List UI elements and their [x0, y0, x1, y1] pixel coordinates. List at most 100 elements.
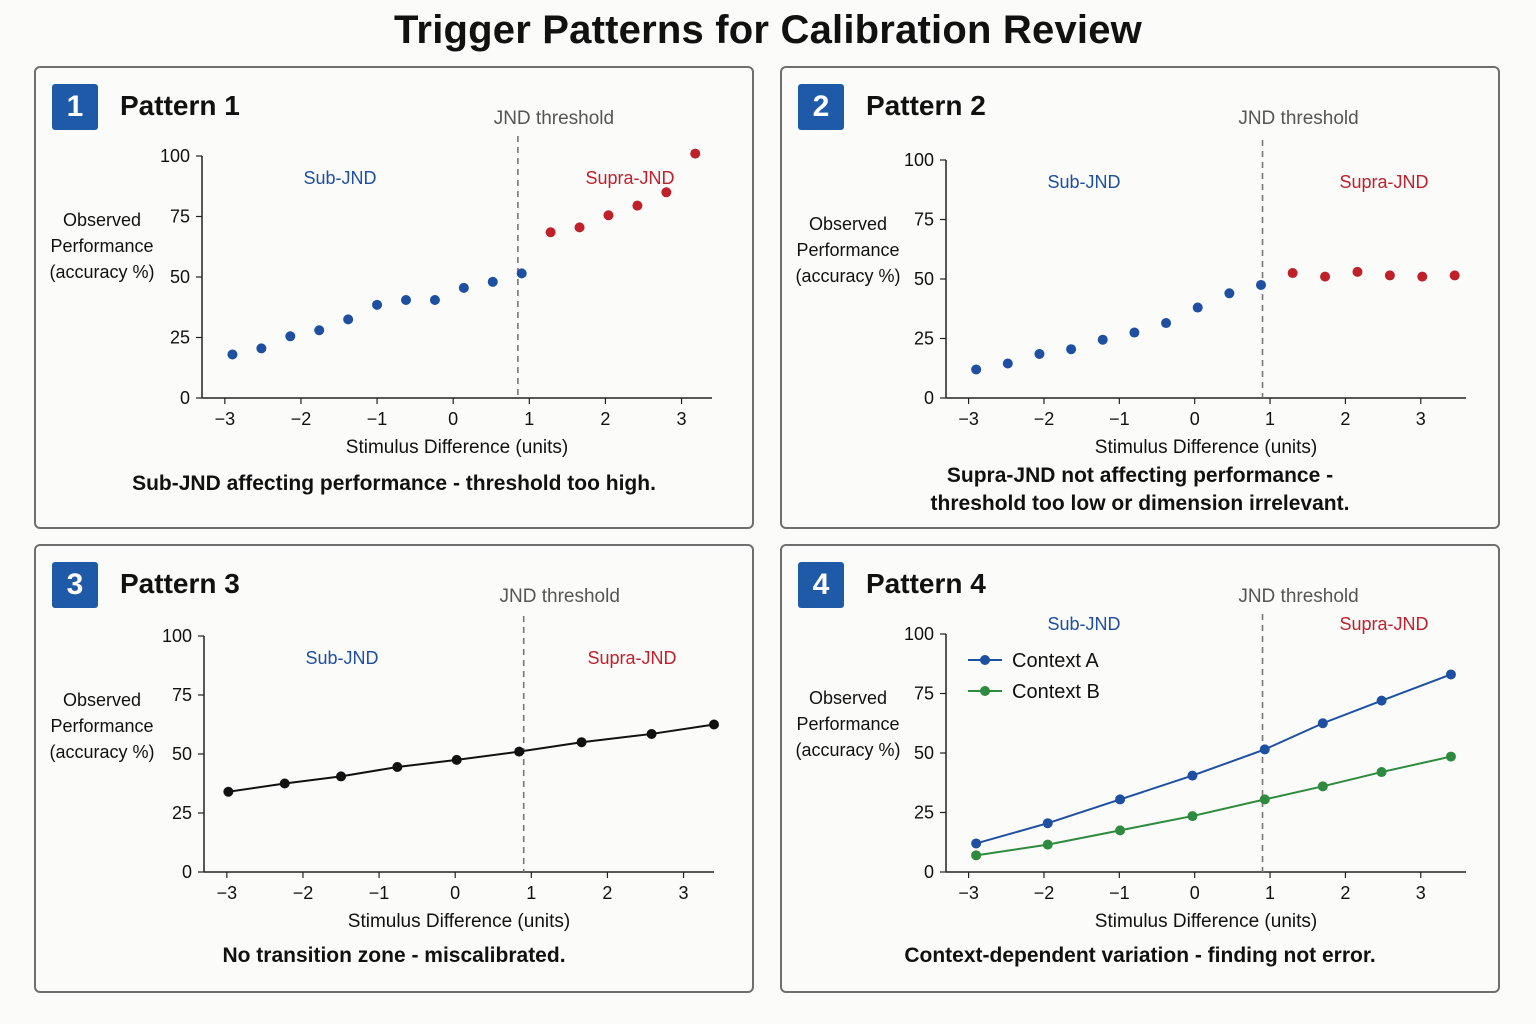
- y-tick-label: 0: [180, 388, 190, 408]
- x-tick-label: 0: [1190, 409, 1200, 429]
- x-tick-label: 3: [679, 883, 689, 903]
- panel-pattern-2: 2 Pattern 2 0 25 50 75 100 −3 −2 −1 0 1 2 3 Stimulus…: [780, 66, 1500, 529]
- panel-title: Pattern 2: [866, 90, 986, 121]
- y-tick-label: 50: [914, 743, 934, 763]
- data-point: [1384, 270, 1395, 281]
- y-axis-label: Observed: [809, 688, 887, 708]
- y-axis-label: Performance: [50, 716, 153, 736]
- data-point: [227, 349, 238, 360]
- data-point: [576, 737, 587, 748]
- data-point: [971, 838, 982, 849]
- y-axis-label: Observed: [63, 690, 141, 710]
- data-point: [1287, 268, 1298, 279]
- data-point: [1192, 302, 1203, 313]
- pattern-1-chart: 0 25 50 75 100 −3 −2 −1 0 1 2 3 Stimulus Difference …: [49, 108, 712, 458]
- panel-pattern-1: 1 Pattern 1 0 25 50 75 100 −3 −2 −1 0 1 2 3 Stimulus…: [34, 66, 754, 529]
- pattern-4-chart: 0 25 50 75 100 −3 −2 −1 0 1 2 3 Stimulus Difference …: [795, 586, 1466, 932]
- x-tick-label: −2: [1034, 883, 1055, 903]
- data-point: [1352, 266, 1363, 277]
- x-tick-label: −2: [293, 883, 314, 903]
- x-tick-label: 0: [450, 883, 460, 903]
- x-axis-label: Stimulus Difference (units): [346, 437, 568, 458]
- y-tick-label: 100: [160, 146, 190, 166]
- data-point: [1259, 794, 1270, 805]
- data-point: [429, 294, 440, 305]
- data-point: [690, 148, 701, 159]
- y-tick-label: 0: [924, 862, 934, 882]
- caption-line: Supra-JND not affecting performance -: [946, 464, 1334, 487]
- panel-title: Pattern 3: [120, 568, 240, 599]
- data-point: [1129, 327, 1140, 338]
- x-tick-label: 2: [602, 883, 612, 903]
- data-point: [279, 778, 290, 789]
- x-axis-label: Stimulus Difference (units): [1095, 911, 1317, 932]
- legend-label: Context B: [1012, 681, 1100, 703]
- data-point: [1097, 334, 1108, 345]
- data-point: [1034, 348, 1045, 359]
- data-point: [1187, 770, 1198, 781]
- y-tick-label: 50: [914, 269, 934, 289]
- panel-pattern-3: 3 Pattern 3 0 25 50 75 100 −3 −2 −1 0 1 2 3 Stimulus…: [34, 544, 754, 993]
- x-tick-label: −3: [215, 409, 236, 429]
- x-tick-label: −1: [1109, 409, 1130, 429]
- panel-number-badge: 1: [52, 84, 98, 130]
- panel-number-badge: 2: [798, 84, 844, 130]
- x-tick-label: 1: [524, 409, 534, 429]
- x-tick-label: 3: [1416, 883, 1426, 903]
- data-point: [1042, 839, 1053, 850]
- sub-jnd-label: Sub-JND: [303, 168, 376, 188]
- x-tick-label: 2: [1340, 883, 1350, 903]
- data-point: [1376, 695, 1387, 706]
- data-point: [574, 222, 585, 233]
- data-point: [1445, 751, 1456, 762]
- data-point: [646, 728, 657, 739]
- caption-line: Sub-JND affecting performance - threshol…: [132, 472, 656, 495]
- series-line: [228, 723, 715, 793]
- y-tick-label: 75: [170, 207, 190, 227]
- y-axis-label: Observed: [63, 210, 141, 230]
- data-point: [336, 771, 347, 782]
- data-point: [372, 299, 383, 310]
- y-axis-label: (accuracy %): [49, 742, 154, 762]
- y-tick-label: 50: [170, 267, 190, 287]
- data-point: [1042, 818, 1053, 829]
- y-tick-label: 25: [914, 329, 934, 349]
- jnd-threshold-label: JND threshold: [494, 108, 614, 129]
- y-tick-label: 100: [904, 624, 934, 644]
- data-point: [1224, 288, 1235, 299]
- jnd-threshold-label: JND threshold: [1238, 108, 1358, 129]
- data-point: [971, 850, 982, 861]
- caption-line: threshold too low or dimension irrelevan…: [930, 492, 1350, 515]
- panel-caption: Sub-JND affecting performance - threshol…: [36, 470, 752, 498]
- y-axis-label: (accuracy %): [795, 266, 900, 286]
- x-tick-label: −2: [291, 409, 312, 429]
- sub-jnd-label: Sub-JND: [1047, 614, 1120, 634]
- y-axis-label: Performance: [796, 240, 899, 260]
- data-point: [1115, 825, 1126, 836]
- data-point: [632, 200, 643, 211]
- data-point: [1259, 744, 1270, 755]
- data-point: [1317, 781, 1328, 792]
- data-point: [1376, 767, 1387, 778]
- data-point: [709, 719, 719, 730]
- data-point: [661, 187, 672, 198]
- data-point: [343, 314, 354, 325]
- page-title: Trigger Patterns for Calibration Review: [394, 8, 1142, 52]
- caption-line: No transition zone - miscalibrated.: [222, 944, 566, 967]
- data-point: [1256, 279, 1267, 290]
- x-tick-label: −1: [369, 883, 390, 903]
- x-tick-label: −3: [958, 883, 979, 903]
- legend-label: Context A: [1012, 650, 1099, 672]
- x-axis-label: Stimulus Difference (units): [1095, 437, 1317, 458]
- data-point: [285, 331, 296, 342]
- data-point: [1417, 271, 1428, 282]
- y-tick-label: 75: [914, 684, 934, 704]
- legend-swatch-marker: [980, 686, 990, 696]
- pattern-2-chart: 0 25 50 75 100 −3 −2 −1 0 1 2 3 Stimulus Difference …: [795, 108, 1466, 458]
- panel-number-badge: 4: [798, 562, 844, 608]
- data-point: [314, 325, 325, 336]
- y-tick-label: 0: [924, 388, 934, 408]
- y-tick-label: 75: [914, 210, 934, 230]
- x-tick-label: 1: [1265, 409, 1275, 429]
- data-point: [487, 276, 498, 287]
